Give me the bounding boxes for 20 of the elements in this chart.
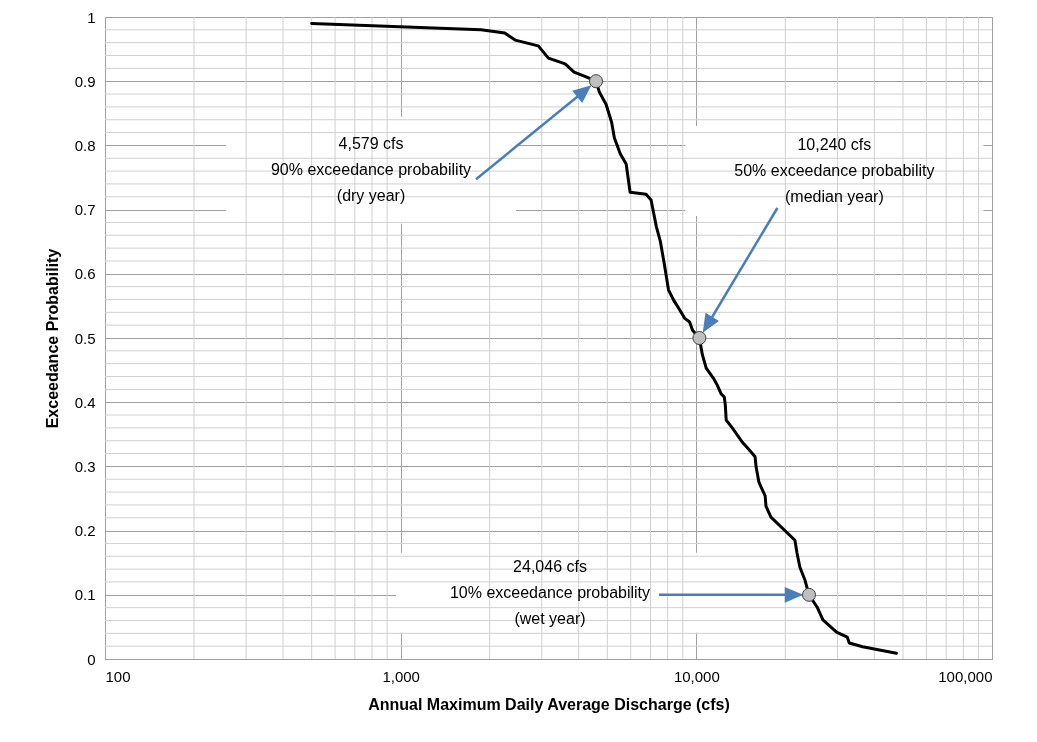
y-tick-label: 0.2 [74,522,96,540]
y-tick-label: 0.6 [74,265,96,283]
x-tick-label: 100 [105,667,131,685]
y-tick-label: 0.3 [74,457,96,475]
y-tick-label: 0.7 [74,201,96,219]
x-tick-label: 100,000 [938,667,993,685]
y-tick-label: 0 [87,650,96,668]
annotation: 24,046 cfs 10% exceedance probability (wet year) [449,557,651,627]
annotation: 4,579 cfs 90% exceedance probability (dry year) [270,135,472,205]
x-tick-label: 10,000 [673,667,720,685]
y-tick-label: 0.4 [74,393,96,411]
y-axis-title: Exceedance Probability [43,248,61,429]
y-tick-label: 0.1 [74,586,96,604]
x-tick-label: 1,000 [382,667,420,685]
annotation: 10,240 cfs 50% exceedance probability (median year) [734,136,935,205]
y-tick-label: 0.9 [74,72,96,90]
y-tick-label: 0.5 [74,329,96,347]
y-tick-label: 1 [87,8,96,26]
y-tick-label: 0.8 [74,136,96,154]
x-axis-title: Annual Maximum Daily Average Discharge (cfs) [368,695,730,713]
